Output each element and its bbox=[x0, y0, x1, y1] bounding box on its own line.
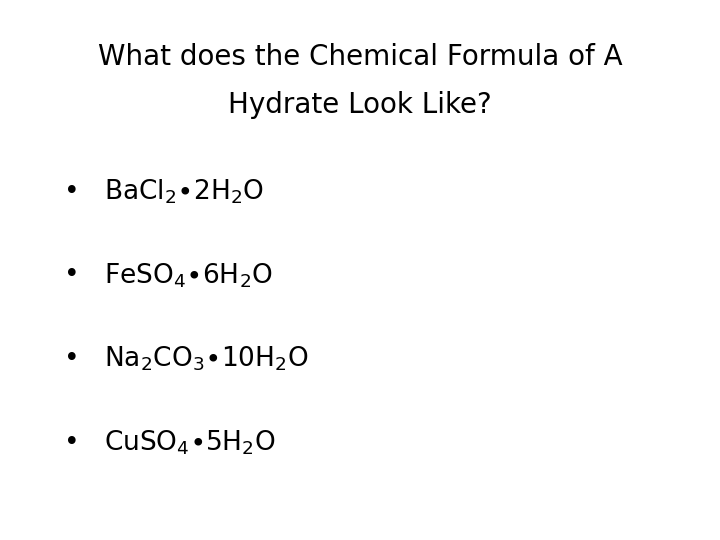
Text: Na$_2$CO$_3$$\bullet$10H$_2$O: Na$_2$CO$_3$$\bullet$10H$_2$O bbox=[104, 345, 309, 373]
Text: Hydrate Look Like?: Hydrate Look Like? bbox=[228, 91, 492, 119]
Text: What does the Chemical Formula of A: What does the Chemical Formula of A bbox=[98, 43, 622, 71]
Text: •: • bbox=[64, 262, 80, 288]
Text: BaCl$_2$$\bullet$2H$_2$O: BaCl$_2$$\bullet$2H$_2$O bbox=[104, 178, 264, 206]
Text: CuSO$_4$$\bullet$5H$_2$O: CuSO$_4$$\bullet$5H$_2$O bbox=[104, 429, 276, 457]
Text: •: • bbox=[64, 179, 80, 205]
Text: •: • bbox=[64, 346, 80, 372]
Text: FeSO$_4$$\bullet$6H$_2$O: FeSO$_4$$\bullet$6H$_2$O bbox=[104, 261, 273, 289]
Text: •: • bbox=[64, 430, 80, 456]
